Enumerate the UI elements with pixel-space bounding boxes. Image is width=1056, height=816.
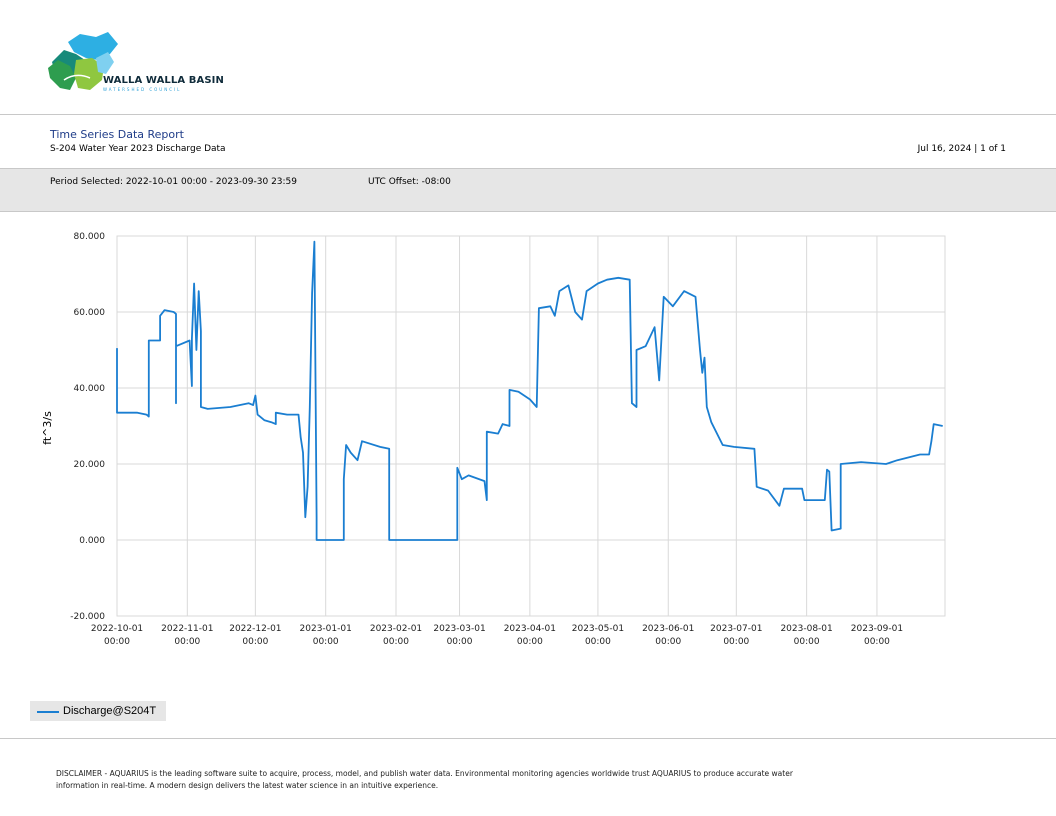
report-subtitle: S-204 Water Year 2023 Discharge Data [50, 144, 226, 154]
legend-swatch [37, 711, 59, 713]
x-tick-label: 2023-01-01 [300, 624, 352, 634]
y-axis-ticks: 80.000 60.000 40.000 20.000 0.000 -20.000 [70, 232, 105, 622]
x-tick-time-label: 00:00 [383, 637, 409, 647]
y-tick-label: 20.000 [74, 460, 106, 470]
y-tick-label: 80.000 [74, 232, 106, 242]
report-date-page: Jul 16, 2024 | 1 of 1 [917, 144, 1006, 154]
x-axis-ticks: 2022-10-01 00:00 2022-11-01 00:00 2022-12-01… [91, 624, 903, 647]
x-tick-time-label: 00:00 [585, 637, 611, 647]
x-tick-label: 2023-02-01 [370, 624, 422, 634]
discharge-chart: 80.000 60.000 40.000 20.000 0.000 -20.000 202… [41, 232, 946, 647]
x-tick-label: 2023-05-01 [572, 624, 624, 634]
x-tick-label: 2023-07-01 [710, 624, 762, 634]
y-tick-label: 0.000 [79, 536, 105, 546]
y-tick-label: -20.000 [70, 612, 105, 622]
x-tick-time-label: 00:00 [517, 637, 543, 647]
x-tick-label: 2023-03-01 [433, 624, 485, 634]
watershed-logo-icon [48, 32, 118, 90]
series-line-discharge [116, 240, 943, 541]
plot-area-border [116, 235, 946, 617]
watershed-council-logo [46, 32, 206, 98]
x-tick-label: 2022-10-01 [91, 624, 143, 634]
x-tick-label: 2023-08-01 [780, 624, 832, 634]
y-tick-label: 40.000 [74, 384, 106, 394]
footer-divider [0, 738, 1056, 739]
header-divider [0, 114, 1056, 115]
x-tick-label: 2023-06-01 [642, 624, 694, 634]
y-axis-label: ft^3/s [41, 411, 54, 445]
x-tick-label: 2022-11-01 [161, 624, 213, 634]
x-tick-time-label: 00:00 [864, 637, 890, 647]
x-tick-time-label: 00:00 [174, 637, 200, 647]
x-tick-label: 2023-04-01 [504, 624, 556, 634]
legend-label: Discharge@S204T [63, 705, 157, 717]
report-title: Time Series Data Report [50, 128, 184, 141]
chart-grid [116, 235, 946, 617]
x-tick-time-label: 00:00 [794, 637, 820, 647]
utc-offset: UTC Offset: -08:00 [368, 177, 451, 187]
y-tick-label: 60.000 [74, 308, 106, 318]
disclaimer-text: DISCLAIMER - AQUARIUS is the leading sof… [56, 769, 793, 790]
x-tick-label: 2023-09-01 [851, 624, 903, 634]
x-tick-label: 2022-12-01 [229, 624, 281, 634]
x-tick-time-label: 00:00 [242, 637, 268, 647]
x-tick-time-label: 00:00 [104, 637, 130, 647]
x-tick-time-label: 00:00 [723, 637, 749, 647]
chart-legend[interactable]: Discharge@S204T [30, 701, 166, 721]
x-tick-time-label: 00:00 [447, 637, 473, 647]
period-bar [0, 168, 1056, 212]
chart-series [116, 240, 943, 541]
logo-subtitle: WATERSHED COUNCIL [103, 87, 182, 92]
x-tick-time-label: 00:00 [655, 637, 681, 647]
logo-title: WALLA WALLA BASIN [103, 75, 224, 86]
period-selected: Period Selected: 2022-10-01 00:00 - 2023… [50, 177, 298, 187]
x-tick-time-label: 00:00 [313, 637, 339, 647]
